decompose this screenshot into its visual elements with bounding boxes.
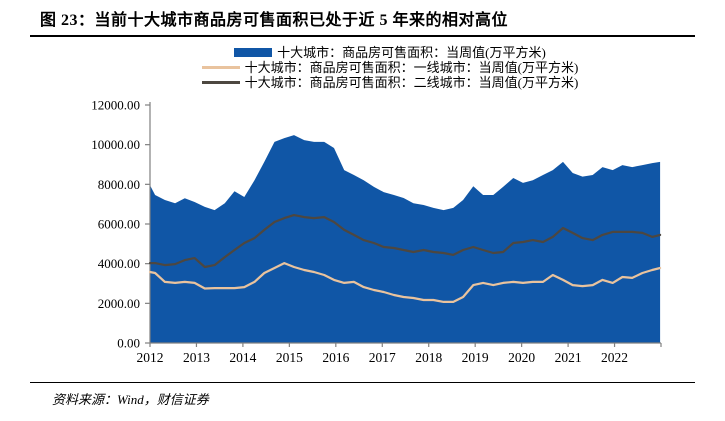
x-tick-label: 2014	[229, 350, 256, 365]
x-tick-label: 2013	[183, 350, 210, 365]
legend-label-tier2: 十大城市：商品房可售面积：二线城市：当周值(万平方米)	[244, 75, 579, 90]
legend-row-total: 十大城市：商品房可售面积：当周值(万平方米)	[234, 45, 546, 60]
x-tick-label: 2017	[369, 350, 396, 365]
legend-label-total: 十大城市：商品房可售面积：当周值(万平方米)	[277, 45, 546, 60]
area-series-total	[150, 135, 661, 343]
legend-row-tier2: 十大城市：商品房可售面积：二线城市：当周值(万平方米)	[201, 75, 579, 90]
legend-label-tier1: 十大城市：商品房可售面积：一线城市：当周值(万平方米)	[244, 60, 579, 75]
y-tick-label: 10000.00	[91, 137, 140, 152]
x-tick-label: 2020	[508, 350, 535, 365]
legend-swatch-tier1-line-icon	[201, 66, 240, 69]
x-tick-label: 2019	[462, 350, 489, 365]
y-tick-label: 0.00	[117, 336, 140, 351]
x-tick-label: 2018	[415, 350, 442, 365]
figure-title: 图 23：当前十大城市商品房可售面积已处于近 5 年来的相对高位	[40, 12, 509, 29]
legend-row-tier1: 十大城市：商品房可售面积：一线城市：当周值(万平方米)	[201, 60, 579, 75]
line-series-tier1	[148, 262, 662, 303]
x-tick-label: 2015	[276, 350, 303, 365]
line-series-tier2	[148, 214, 662, 269]
y-tick-label: 12000.00	[91, 98, 140, 113]
legend-swatch-area-icon	[234, 48, 273, 57]
figure-title-block: 图 23：当前十大城市商品房可售面积已处于近 5 年来的相对高位	[30, 6, 695, 37]
x-tick-label: 2012	[137, 350, 164, 365]
legend-swatch-tier2-line-icon	[201, 81, 240, 84]
source-divider	[30, 382, 695, 383]
source-note: 资料来源：Wind，财信证券	[52, 392, 209, 407]
y-tick-label: 4000.00	[98, 256, 140, 271]
x-tick-label: 2016	[322, 350, 349, 365]
x-tick-label: 2021	[555, 350, 582, 365]
y-tick-label: 6000.00	[98, 217, 140, 232]
y-tick-label: 2000.00	[98, 296, 140, 311]
y-tick-label: 8000.00	[98, 177, 140, 192]
chart-legend: 十大城市：商品房可售面积：当周值(万平方米) 十大城市：商品房可售面积：一线城市…	[120, 45, 660, 90]
x-tick-label: 2022	[601, 350, 628, 365]
